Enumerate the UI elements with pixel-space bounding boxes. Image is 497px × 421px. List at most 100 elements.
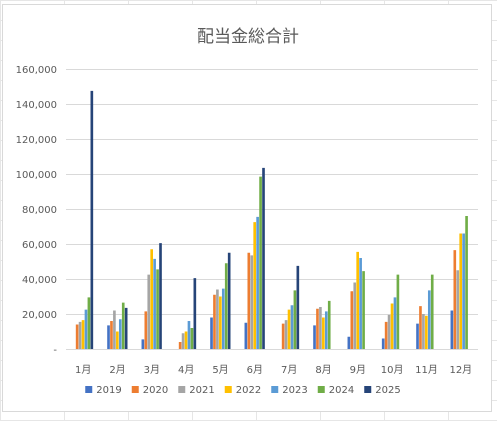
x-tick-label: 3月 <box>144 364 160 376</box>
x-tick-label: 7月 <box>281 364 297 376</box>
bar-2021-7 <box>284 320 288 350</box>
legend-swatch <box>364 386 372 393</box>
x-tick-label: 8月 <box>315 364 331 376</box>
legend: 2019 2020 2021 2022 2023 2024 2025 <box>85 385 401 396</box>
y-axis-tick-labels: - 20,000 40,000 60,000 80,000 100,000 120,000 1… <box>16 65 58 356</box>
bar-2019-12 <box>450 310 454 349</box>
bar-2022-8 <box>322 317 325 349</box>
bar-2022-4 <box>184 331 188 349</box>
bar-2024-7 <box>293 290 297 350</box>
bar-2023-5 <box>221 288 225 350</box>
y-tick-label: 160,000 <box>16 65 57 76</box>
bar-2024-8 <box>327 300 331 350</box>
bar-2022-2 <box>116 331 119 349</box>
bar-2024-2 <box>121 302 125 350</box>
y-tick-label: 60,000 <box>22 240 57 251</box>
x-tick-label: 4月 <box>178 364 194 376</box>
x-tick-label: 10月 <box>381 364 404 376</box>
bar-2020-9 <box>350 291 354 349</box>
bar-2022-1 <box>81 320 85 350</box>
bar-2019-11 <box>416 323 419 350</box>
bar-2019-9 <box>347 336 351 349</box>
y-tick-label: 140,000 <box>16 100 57 111</box>
bar-2022-5 <box>219 296 222 349</box>
bar-2021-8 <box>319 307 322 349</box>
legend-swatch <box>317 386 325 393</box>
bar-2021-2 <box>113 310 116 349</box>
bar-2020-8 <box>316 308 319 349</box>
bar-2024-12 <box>465 216 468 349</box>
bar-2023-9 <box>359 258 362 349</box>
bar-2023-11 <box>427 290 431 350</box>
bar-2023-7 <box>290 305 294 349</box>
bar-2023-4 <box>187 321 191 349</box>
legend-label: 2021 <box>189 385 214 396</box>
y-tick-label: 100,000 <box>16 170 57 181</box>
bar-2023-8 <box>324 311 328 350</box>
x-tick-label: 5月 <box>212 364 228 376</box>
bar-2021-1 <box>78 321 82 350</box>
bar-2019-6 <box>244 322 248 349</box>
legend-label: 2022 <box>236 385 261 396</box>
bar-2020-12 <box>453 250 457 350</box>
bar-chart: 配当金総合計 - 20,000 40,000 60,000 80,000 100,000 1… <box>16 27 478 396</box>
bar-2020-11 <box>419 306 422 350</box>
x-tick-label: 6月 <box>247 364 263 376</box>
legend-label: 2020 <box>143 385 168 396</box>
bar-2020-3 <box>144 311 148 350</box>
bar-2023-10 <box>393 297 397 350</box>
legend-swatch <box>178 386 186 393</box>
bar-2020-7 <box>281 323 285 350</box>
bar-2025-7 <box>296 265 300 350</box>
bar-2021-12 <box>456 270 460 349</box>
chart-title: 配当金総合計 <box>197 27 299 47</box>
bar-2021-9 <box>353 282 357 349</box>
gridlines <box>66 69 478 350</box>
bar-2019-3 <box>141 339 145 350</box>
bar-2023-3 <box>153 258 156 350</box>
legend-label: 2019 <box>96 385 121 396</box>
legend-swatch <box>271 386 279 393</box>
bar-2025-3 <box>159 243 162 350</box>
bar-2024-10 <box>396 274 400 350</box>
bar-2025-2 <box>124 307 128 350</box>
bar-2021-10 <box>387 314 391 350</box>
bar-2020-5 <box>213 294 216 349</box>
bar-2025-5 <box>227 252 231 349</box>
bar-2024-5 <box>224 263 228 349</box>
x-tick-label: 12月 <box>449 364 472 376</box>
chart-container[interactable]: 配当金総合計 - 20,000 40,000 60,000 80,000 100,000 1… <box>2 4 492 412</box>
bar-2021-6 <box>250 255 254 350</box>
bar-2022-9 <box>356 251 359 350</box>
bar-2022-12 <box>459 233 462 349</box>
bar-2024-9 <box>362 271 365 350</box>
bar-2025-1 <box>90 90 94 350</box>
bar-2024-6 <box>259 176 262 350</box>
bar-2024-3 <box>156 269 159 350</box>
x-tick-label: 9月 <box>350 364 366 376</box>
bar-2024-1 <box>87 297 91 350</box>
bar-2021-11 <box>422 314 425 349</box>
bar-2020-1 <box>75 324 79 349</box>
bar-2022-3 <box>150 249 153 349</box>
legend-label: 2025 <box>375 385 400 396</box>
bar-2024-11 <box>430 274 434 350</box>
bar-2020-2 <box>110 321 113 349</box>
legend-label: 2024 <box>329 385 354 396</box>
bar-2022-7 <box>287 309 291 350</box>
y-tick-label: 80,000 <box>22 205 57 216</box>
bar-2021-4 <box>181 333 185 349</box>
y-tick-label: - <box>53 345 57 356</box>
bar-2022-6 <box>253 222 256 350</box>
bar-2019-10 <box>381 338 385 349</box>
legend-swatch <box>85 386 93 393</box>
bar-2020-10 <box>384 321 388 350</box>
bar-2023-12 <box>462 233 465 349</box>
x-tick-label: 2月 <box>109 364 125 376</box>
legend-swatch <box>131 386 139 393</box>
bar-2020-6 <box>247 252 251 349</box>
bar-series <box>75 90 468 350</box>
bar-2023-6 <box>256 216 259 350</box>
bar-2021-5 <box>216 289 219 349</box>
